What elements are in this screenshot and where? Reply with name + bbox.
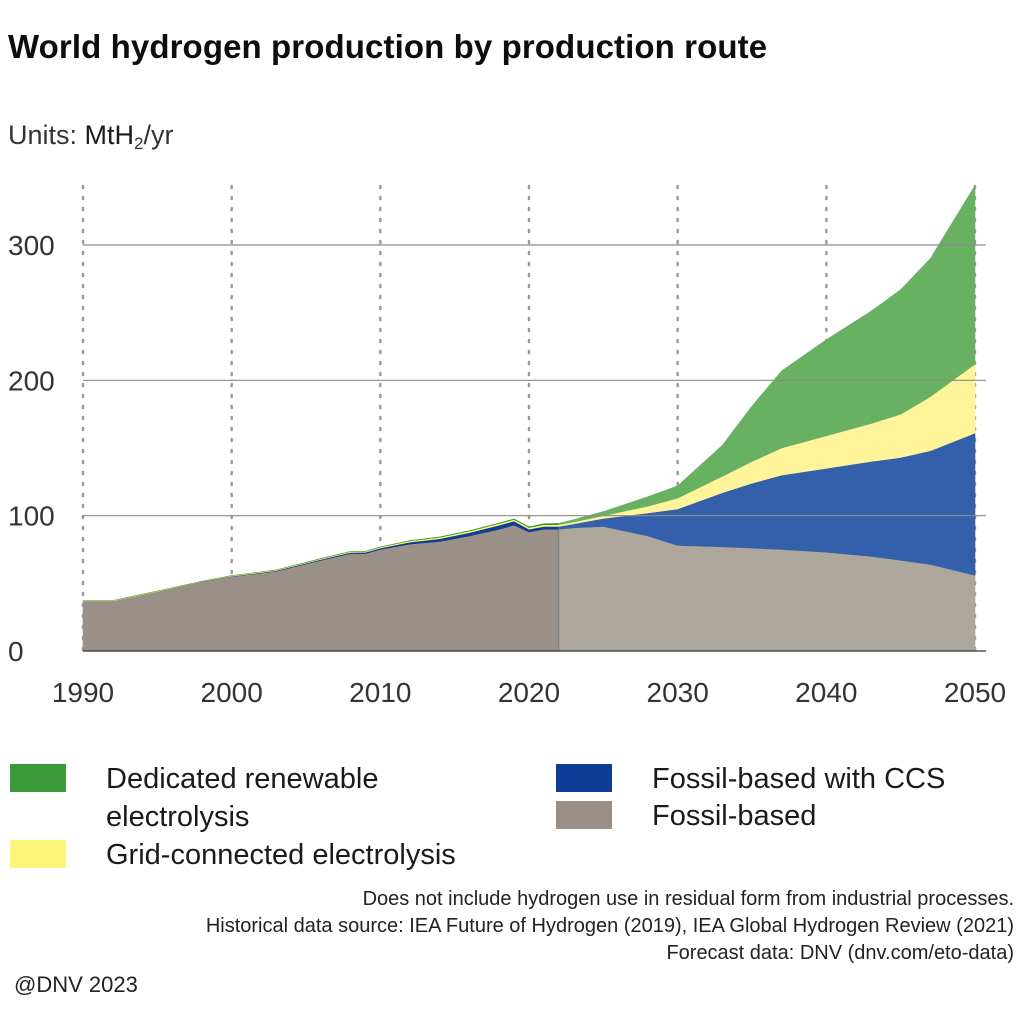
- area-dedicated-renewable-electrolysis-forecast: [558, 184, 976, 526]
- units-prefix: Units:: [8, 120, 85, 150]
- legend-swatch-dedicated-renewable: [10, 764, 66, 792]
- legend-item-grid-connected: Grid-connected electrolysis: [10, 836, 456, 874]
- legend-item-fossil-based: Fossil-based: [556, 797, 816, 835]
- chart-title: World hydrogen production by production …: [8, 28, 768, 65]
- x-tick-label-2020: 2020: [498, 677, 560, 708]
- legend-swatch-grid-connected: [10, 840, 66, 868]
- note-residual: Does not include hydrogen use in residua…: [362, 888, 1014, 910]
- x-tick-label-2000: 2000: [201, 677, 263, 708]
- legend-item-fossil-ccs: Fossil-based with CCS: [556, 760, 945, 798]
- y-tick-label-0: 0: [8, 636, 24, 667]
- x-tick-label-2030: 2030: [647, 677, 709, 708]
- x-tick-label-2050: 2050: [944, 677, 1006, 708]
- legend-item-dedicated-renewable: Dedicated renewable electrolysis: [10, 760, 446, 836]
- source-notes: Does not include hydrogen use in residua…: [206, 886, 1014, 967]
- legend-label-grid-connected: Grid-connected electrolysis: [106, 839, 456, 871]
- x-tick-label-2010: 2010: [349, 677, 411, 708]
- note-historical-source: Historical data source: IEA Future of Hy…: [205, 915, 1014, 937]
- legend-label-fossil-based: Fossil-based: [652, 800, 817, 832]
- units-label: Units: MtH2/yr: [8, 120, 174, 154]
- x-tick-label-2040: 2040: [795, 677, 857, 708]
- note-forecast-source: Forecast data: DNV (dnv.com/eto-data): [666, 942, 1014, 964]
- legend-swatch-fossil-ccs: [556, 764, 612, 792]
- units-unit: MtH: [84, 120, 135, 150]
- copyright: @DNV 2023: [14, 972, 138, 997]
- y-tick-label-300: 300: [8, 230, 55, 261]
- units-subscript: 2: [134, 134, 144, 153]
- legend-label-fossil-ccs: Fossil-based with CCS: [652, 763, 946, 795]
- chart-plot: 0 100 200 300 1990 2000 2010 2020 2030 2040 2050: [8, 184, 1006, 708]
- x-tick-label-1990: 1990: [52, 677, 114, 708]
- legend-label-dedicated-renewable: Dedicated renewable electrolysis: [106, 763, 379, 833]
- legend-swatch-fossil-based: [556, 801, 612, 829]
- y-tick-label-200: 200: [8, 365, 55, 396]
- units-suffix: /yr: [143, 120, 174, 150]
- y-tick-label-100: 100: [8, 501, 55, 532]
- area-fossil-based-historical: [82, 524, 559, 652]
